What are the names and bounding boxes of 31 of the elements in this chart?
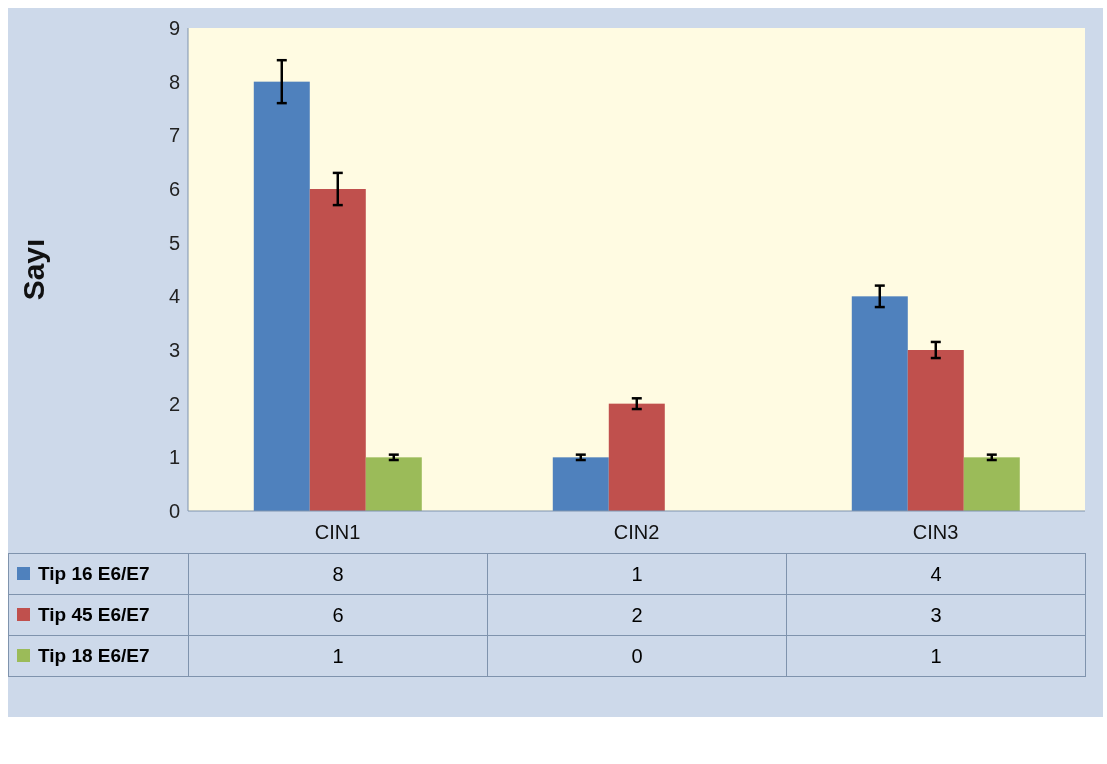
y-tick-label: 7 <box>168 124 180 147</box>
y-tick-label: 1 <box>168 446 180 469</box>
data-label: 3 <box>786 594 1086 636</box>
data-label: 4 <box>786 553 1086 595</box>
legend-label: Tip 45 E6/E7 <box>8 594 189 636</box>
bar <box>309 189 366 511</box>
y-tick-label: 2 <box>168 392 180 415</box>
y-tick-label: 4 <box>168 285 180 308</box>
bar <box>608 403 665 511</box>
x-tick-label: CIN1 <box>314 521 361 544</box>
bar <box>907 350 964 511</box>
data-label: 2 <box>487 594 787 636</box>
data-label: 1 <box>487 553 787 595</box>
data-label: 1 <box>786 635 1086 677</box>
y-tick-label: 9 <box>168 17 180 40</box>
bar <box>552 457 609 511</box>
x-tick-label: CIN2 <box>613 521 660 544</box>
bar <box>365 457 422 511</box>
bar <box>253 81 310 511</box>
y-tick-label: 5 <box>168 231 180 254</box>
bar <box>963 457 1020 511</box>
data-label: 0 <box>487 635 787 677</box>
y-tick-label: 0 <box>168 500 180 523</box>
y-axis-title: Sayı <box>16 238 50 301</box>
bar <box>851 296 908 511</box>
y-tick-label: 3 <box>168 339 180 362</box>
legend-label: Tip 16 E6/E7 <box>8 553 189 595</box>
x-tick-label: CIN3 <box>912 521 959 544</box>
y-tick-label: 6 <box>168 178 180 201</box>
legend-label: Tip 18 E6/E7 <box>8 635 189 677</box>
y-tick-label: 8 <box>168 70 180 93</box>
